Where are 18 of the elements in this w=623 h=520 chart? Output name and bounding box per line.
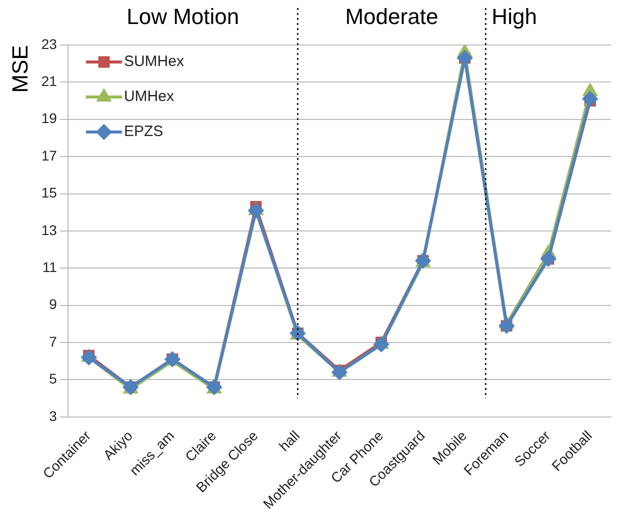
y-tick-label: 15 [41, 184, 58, 201]
y-tick-label: 11 [42, 259, 58, 276]
y-tick-label: 9 [49, 296, 58, 312]
y-tick-label: 5 [49, 370, 58, 387]
legend-label: SUMHex [124, 53, 184, 70]
y-tick-label: 13 [41, 222, 58, 238]
legend-label: UMHex [124, 88, 174, 106]
text: Low Motion [126, 4, 240, 30]
text: High [492, 4, 537, 30]
y-tick-label: 3 [49, 408, 58, 424]
y-tick-label: 21 [41, 73, 58, 90]
y-tick-label: 23 [41, 36, 58, 52]
y-tick-label: 17 [41, 147, 58, 164]
text: Moderate [345, 4, 438, 30]
y-tick-label: 7 [49, 333, 58, 350]
y-tick-label: 19 [41, 110, 58, 126]
legend-label: EPZS [124, 123, 164, 140]
y-axis-title: MSE [7, 45, 32, 93]
